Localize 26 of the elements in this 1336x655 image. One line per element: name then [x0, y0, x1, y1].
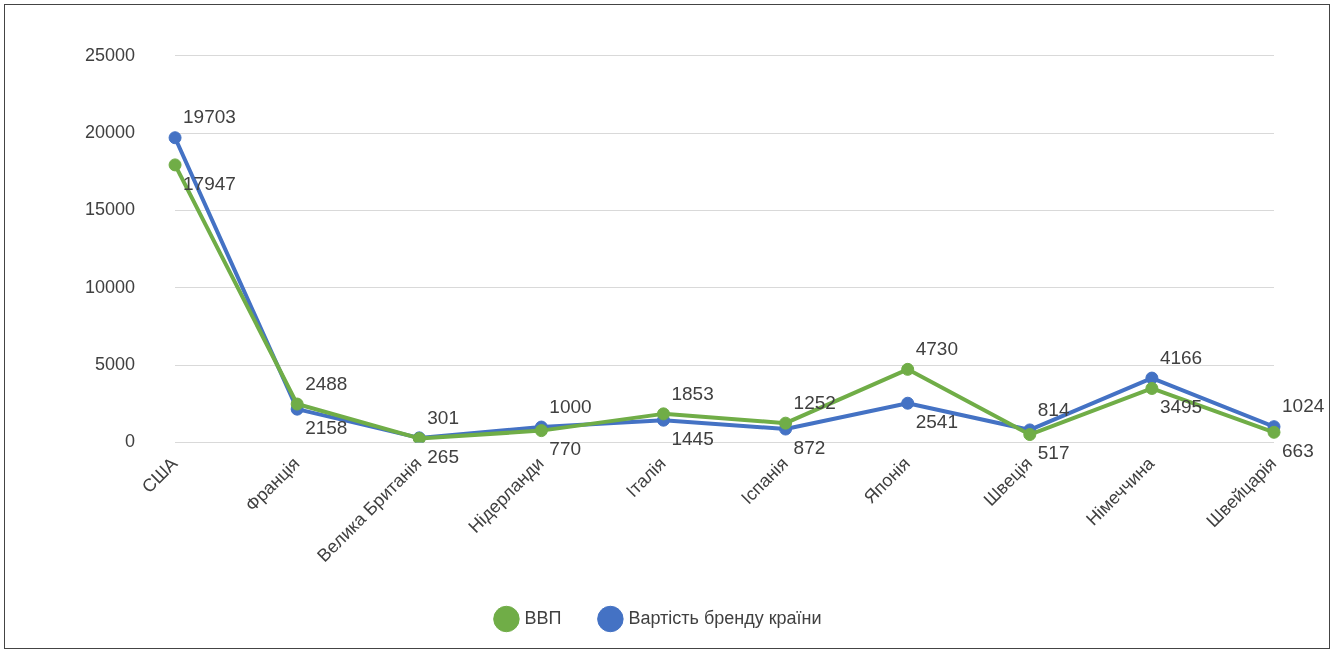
y-tick-label: 20000 [84, 122, 136, 143]
y-tick-label: 10000 [84, 276, 136, 297]
data-label: 1024 [1282, 395, 1325, 417]
data-label: 4166 [1159, 346, 1203, 368]
data-label: 1853 [671, 382, 714, 404]
y-tick-label: 0 [125, 431, 136, 452]
data-label: 1000 [549, 395, 592, 417]
data-label: 4730 [915, 338, 958, 360]
data-label: 265 [427, 446, 459, 468]
data-label: 517 [1037, 442, 1070, 464]
data-label: 19703 [183, 106, 236, 128]
data-label: 2158 [305, 416, 348, 438]
y-tick-label: 5000 [95, 354, 136, 375]
data-label: 872 [793, 436, 826, 458]
data-label: 2541 [915, 410, 958, 432]
data-label: 663 [1282, 440, 1314, 461]
data-label: 1445 [671, 427, 714, 449]
legend-label: Вартість бренду країни [628, 607, 822, 628]
data-label: 3495 [1159, 396, 1203, 418]
data-label: 770 [549, 438, 582, 460]
y-tick-label: 25000 [84, 44, 136, 65]
data-label: 301 [427, 406, 459, 428]
data-label: 2488 [305, 372, 348, 394]
legend-label: ВВП [524, 607, 562, 628]
data-label: 814 [1037, 398, 1070, 420]
y-tick-label: 15000 [84, 199, 136, 220]
